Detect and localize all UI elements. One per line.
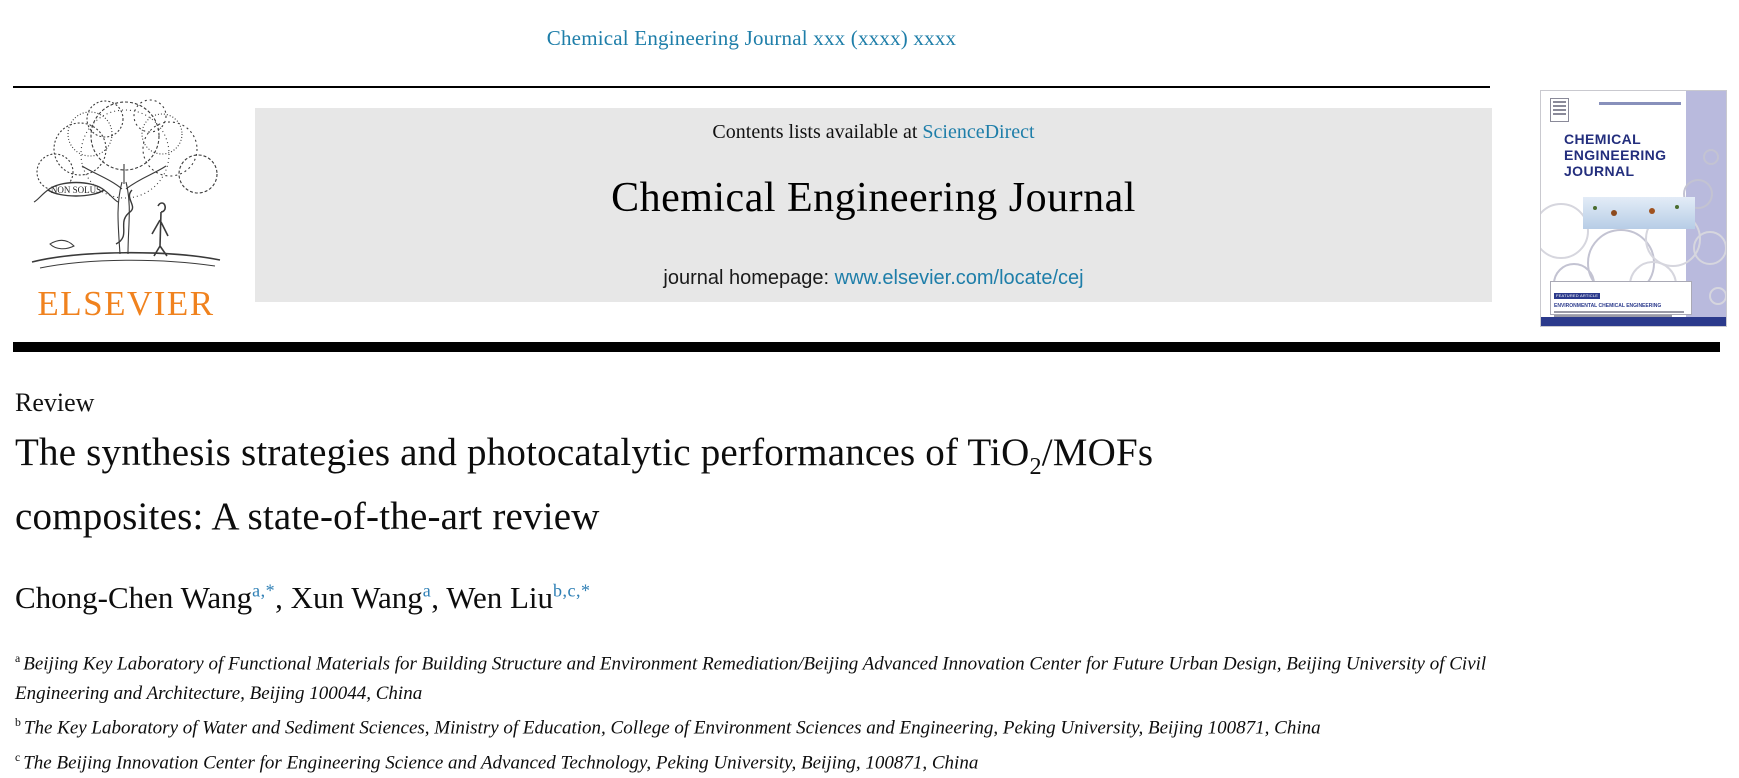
journal-name: Chemical Engineering Journal — [611, 175, 1136, 221]
contents-line: Contents lists available at ScienceDirec… — [255, 121, 1492, 144]
cover-volume-line — [1599, 102, 1681, 105]
cover-journal-title: CHEMICAL ENGINEERING JOURNAL — [1564, 131, 1667, 179]
cover-bubble — [1709, 287, 1726, 305]
affiliation-item: b The Key Laboratory of Water and Sedimen… — [15, 708, 1560, 743]
author-name: Chong-Chen Wang — [15, 580, 253, 615]
author-affiliation-sup: a,* — [252, 580, 276, 601]
elsevier-logo: NON SOLUS ELSEVIER — [20, 94, 232, 323]
header-rule — [13, 86, 1490, 88]
article-type-label: Review — [15, 388, 95, 417]
affiliation-item: c The Beijing Innovation Center for Engin… — [15, 743, 1560, 778]
title-text: composites: A state-of-the-art review — [15, 494, 600, 538]
homepage-prefix: journal homepage: — [663, 267, 835, 289]
journal-banner: Contents lists available at ScienceDirec… — [255, 108, 1492, 302]
title-subscript: 2 — [1029, 452, 1042, 480]
affiliation-sup: c — [15, 751, 21, 765]
article-title: The synthesis strategies and photocataly… — [15, 428, 1495, 542]
author-name: Xun Wang — [290, 580, 423, 615]
cover-graphic — [1583, 197, 1695, 229]
author-affiliation-sup: a — [422, 580, 432, 601]
sciencedirect-link[interactable]: ScienceDirect — [922, 121, 1035, 143]
cover-featured-article-box: FEATURED ARTICLE ENVIRONMENTAL CHEMICAL … — [1550, 281, 1692, 321]
affiliation-text: The Beijing Innovation Center for Engine… — [23, 752, 979, 774]
author-separator: , — [275, 580, 291, 615]
author-separator: , — [431, 580, 447, 615]
authors-line: Chong-Chen Wanga,*, Xun Wanga, Wen Liub,… — [15, 580, 590, 616]
title-text: The synthesis strategies and photocataly… — [15, 431, 1030, 474]
contents-prefix: Contents lists available at — [712, 121, 923, 143]
homepage-line: journal homepage: www.elsevier.com/locat… — [255, 267, 1492, 290]
elsevier-wordmark: ELSEVIER — [37, 284, 215, 323]
section-divider-bar — [13, 342, 1720, 352]
affiliations: a Beijing Key Laboratory of Functional Ma… — [15, 644, 1560, 778]
affiliation-text: Beijing Key Laboratory of Functional Mat… — [15, 653, 1487, 704]
cover-bubble — [1703, 149, 1719, 165]
title-text: /MOFs — [1041, 431, 1154, 474]
affiliation-sup: a — [15, 652, 21, 665]
cover-elsevier-mark — [1550, 98, 1569, 122]
running-head: Chemical Engineering Journal xxx (xxxx) … — [546, 26, 957, 50]
cover-bottom-bar — [1541, 317, 1726, 326]
affiliation-item: a Beijing Key Laboratory of Functional Ma… — [15, 644, 1560, 708]
homepage-link[interactable]: www.elsevier.com/locate/cej — [834, 267, 1084, 289]
cover-bubble — [1683, 179, 1713, 209]
author-name: Wen Liu — [446, 580, 554, 615]
cover-featured-section: ENVIRONMENTAL CHEMICAL ENGINEERING — [1554, 303, 1662, 309]
author-affiliation-sup: b,c,* — [553, 580, 591, 601]
affiliation-sup: b — [15, 716, 21, 730]
elsevier-tree-icon: NON SOLUS — [31, 99, 221, 269]
cover-bubble — [1693, 231, 1726, 265]
non-solus-banner-text: NON SOLUS — [51, 185, 101, 195]
cover-bubble — [1541, 203, 1589, 259]
cover-featured-label: FEATURED ARTICLE — [1554, 293, 1601, 299]
journal-cover-thumbnail[interactable]: CHEMICAL ENGINEERING JOURNAL FEATURED AR… — [1540, 90, 1727, 327]
affiliation-text: The Key Laboratory of Water and Sediment… — [23, 717, 1321, 739]
